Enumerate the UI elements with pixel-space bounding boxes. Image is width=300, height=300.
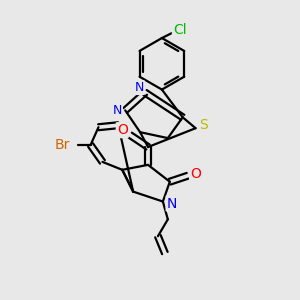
Text: S: S	[199, 118, 208, 132]
Text: O: O	[117, 123, 128, 137]
Text: O: O	[190, 167, 201, 181]
Text: N: N	[134, 81, 144, 94]
Text: N: N	[167, 196, 177, 211]
Text: N: N	[112, 104, 122, 117]
Text: Cl: Cl	[173, 23, 187, 37]
Text: Br: Br	[54, 138, 70, 152]
